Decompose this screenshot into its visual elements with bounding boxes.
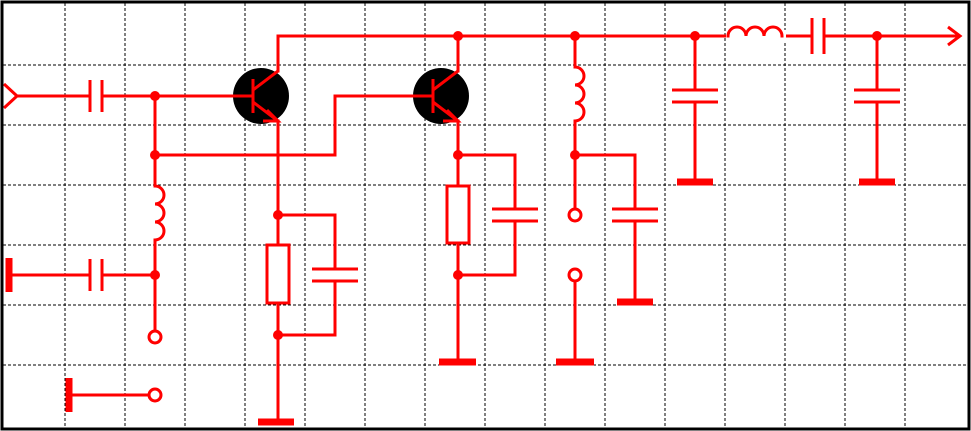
wire bbox=[276, 279, 337, 337]
output-shunt-capacitor-2 bbox=[854, 88, 900, 104]
junction-dot bbox=[453, 31, 463, 41]
collector-supply-terminal bbox=[567, 267, 583, 283]
output-series-inductor bbox=[726, 25, 784, 38]
inductor-gap bbox=[726, 30, 786, 42]
input-arrow-icon bbox=[2, 82, 92, 110]
supply-terminal bbox=[147, 387, 163, 403]
stage2-emitter-bypass-capacitor bbox=[492, 207, 538, 223]
stage1-transistor-icon bbox=[231, 66, 291, 126]
wire bbox=[276, 213, 337, 271]
bias-terminal bbox=[147, 329, 163, 345]
stage2-emitter-resistor bbox=[445, 184, 471, 245]
output-series-capacitor bbox=[810, 18, 826, 54]
stage1-emitter-bypass-capacitor bbox=[312, 267, 358, 283]
output-arrow-icon bbox=[947, 25, 963, 47]
wire bbox=[456, 219, 517, 277]
grid bbox=[3, 3, 968, 428]
stage2-transistor-icon bbox=[411, 66, 471, 126]
circuit bbox=[2, 18, 963, 426]
wire bbox=[573, 153, 637, 211]
output-shunt-capacitor-1 bbox=[672, 88, 718, 104]
wire bbox=[153, 94, 415, 157]
capacitor-gap bbox=[812, 28, 824, 44]
bias-decoupling-capacitor bbox=[88, 259, 104, 291]
collector-bypass-capacitor bbox=[612, 207, 658, 223]
input-coupling-capacitor bbox=[88, 80, 104, 112]
supply-rail bbox=[276, 34, 960, 73]
stage1-emitter-resistor bbox=[265, 243, 291, 305]
collector-load-inductor bbox=[573, 65, 586, 123]
bias-choke-inductor bbox=[153, 184, 166, 242]
wire bbox=[456, 153, 517, 211]
collector-terminal bbox=[567, 207, 583, 223]
